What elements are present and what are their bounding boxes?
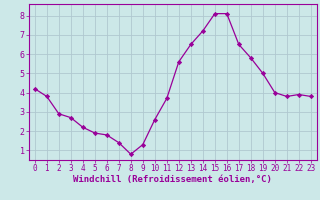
- X-axis label: Windchill (Refroidissement éolien,°C): Windchill (Refroidissement éolien,°C): [73, 175, 272, 184]
